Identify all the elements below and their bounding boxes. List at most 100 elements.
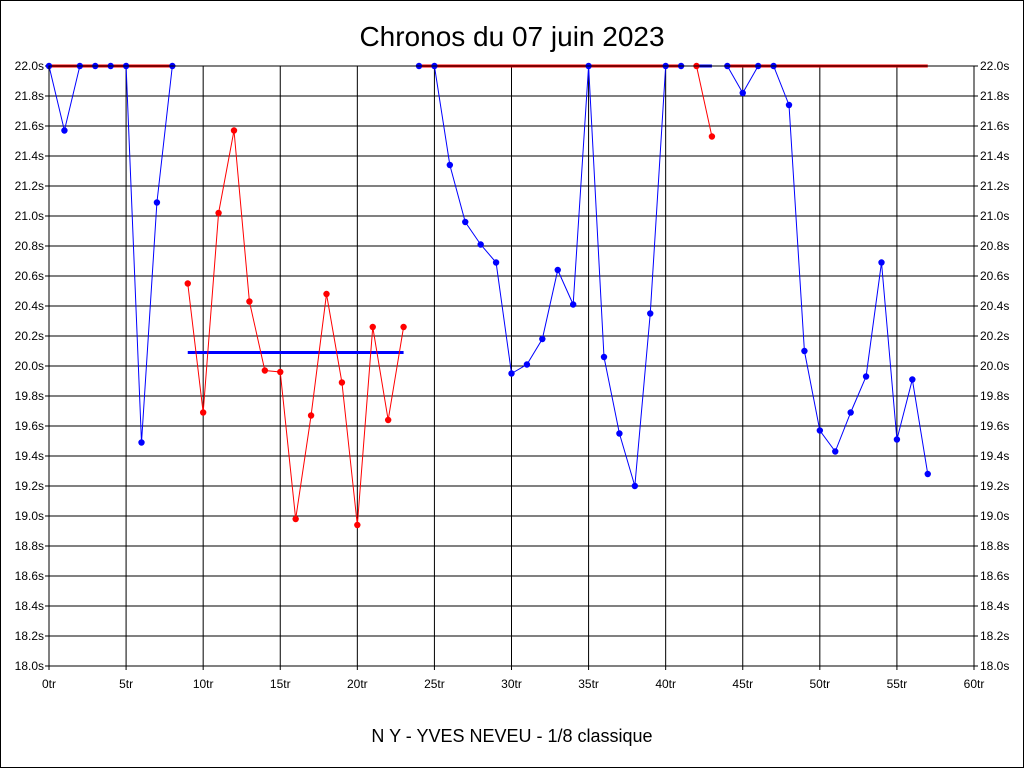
data-point xyxy=(708,133,716,140)
data-point xyxy=(569,301,577,308)
data-point xyxy=(277,368,284,376)
y-tick-label-right: 18.0s xyxy=(980,659,1009,673)
y-tick-label-right: 21.4s xyxy=(980,149,1009,163)
data-point xyxy=(354,521,361,529)
y-tick-label-right: 20.2s xyxy=(980,329,1009,343)
y-tick-label-left: 21.6s xyxy=(15,119,44,133)
y-tick-label-right: 21.6s xyxy=(980,119,1009,133)
y-tick-label-left: 18.6s xyxy=(15,569,44,583)
y-tick-label-right: 20.6s xyxy=(980,269,1009,283)
y-tick-label-right: 19.4s xyxy=(980,449,1009,463)
data-point xyxy=(924,470,931,478)
data-point xyxy=(631,482,639,490)
data-point xyxy=(816,427,824,434)
x-tick-label: 20tr xyxy=(347,677,368,691)
data-point xyxy=(508,370,515,377)
x-tick-label: 0tr xyxy=(42,677,56,691)
y-tick-label-left: 22.0s xyxy=(15,59,44,73)
y-tick-label-right: 19.2s xyxy=(980,479,1009,493)
data-point xyxy=(832,448,839,455)
data-point xyxy=(153,199,161,206)
series-line xyxy=(48,65,173,443)
y-tick-label-left: 19.2s xyxy=(15,479,44,493)
y-tick-label-left: 18.2s xyxy=(15,629,44,643)
y-tick-label-right: 21.0s xyxy=(980,209,1009,223)
y-tick-label-left: 20.0s xyxy=(15,359,44,373)
data-point xyxy=(199,409,207,416)
x-tick-label: 55tr xyxy=(887,677,908,691)
x-tick-label: 60tr xyxy=(964,677,985,691)
x-tick-label: 10tr xyxy=(193,677,214,691)
data-point xyxy=(492,259,500,266)
data-point xyxy=(138,439,145,446)
data-point xyxy=(878,259,885,266)
y-tick-label-left: 19.8s xyxy=(15,389,44,403)
chart-title: Chronos du 07 juin 2023 xyxy=(359,21,664,52)
data-point xyxy=(323,290,330,298)
x-tick-label: 50tr xyxy=(809,677,830,691)
y-tick-label-left: 21.4s xyxy=(15,149,44,163)
data-point xyxy=(785,101,793,109)
y-tick-label-right: 20.0s xyxy=(980,359,1009,373)
x-tick-label: 5tr xyxy=(119,677,133,691)
data-point xyxy=(739,89,746,97)
y-tick-label-left: 19.6s xyxy=(15,419,44,433)
x-tick-label: 30tr xyxy=(501,677,522,691)
data-point xyxy=(600,353,608,361)
data-point xyxy=(616,430,623,437)
y-tick-label-left: 21.2s xyxy=(15,179,44,193)
y-tick-label-left: 21.8s xyxy=(15,89,44,103)
y-tick-label-left: 18.0s xyxy=(15,659,44,673)
chart-subtitle: N Y - YVES NEVEU - 1/8 classique xyxy=(371,726,652,746)
data-point xyxy=(292,515,299,523)
data-point xyxy=(338,379,346,386)
y-tick-label-left: 20.6s xyxy=(15,269,44,283)
data-point xyxy=(801,347,808,355)
y-tick-label-right: 18.4s xyxy=(980,599,1009,613)
data-point xyxy=(847,409,854,416)
data-point xyxy=(307,412,315,419)
data-point xyxy=(893,436,901,443)
data-point xyxy=(61,127,68,134)
data-point xyxy=(462,218,469,226)
tick-labels: 18.0s 18.0s 18.2s 18.2s 18.4s 18.4s 18.6s 18.6s… xyxy=(15,59,1010,691)
data-point xyxy=(554,266,561,274)
data-point xyxy=(184,280,191,287)
y-tick-label-right: 21.2s xyxy=(980,179,1009,193)
y-tick-label-right: 21.8s xyxy=(980,89,1009,103)
data-point xyxy=(647,310,654,317)
x-tick-label: 15tr xyxy=(270,677,291,691)
y-tick-label-right: 19.0s xyxy=(980,509,1009,523)
data-point xyxy=(369,323,376,331)
series-line xyxy=(696,65,713,137)
data-point xyxy=(477,241,484,248)
data-point xyxy=(246,298,253,305)
y-tick-label-right: 20.8s xyxy=(980,239,1009,253)
data-point xyxy=(909,376,916,383)
x-tick-label: 45tr xyxy=(732,677,753,691)
data-point xyxy=(400,323,407,331)
series-line xyxy=(419,65,682,487)
x-tick-label: 35tr xyxy=(578,677,599,691)
data-point xyxy=(539,335,546,343)
data-point xyxy=(261,367,269,374)
y-tick-label-right: 18.2s xyxy=(980,629,1009,643)
plot-area-border xyxy=(48,65,975,667)
data-point xyxy=(215,209,222,217)
y-tick-label-right: 18.6s xyxy=(980,569,1009,583)
y-tick-label-left: 19.4s xyxy=(15,449,44,463)
y-tick-label-right: 20.4s xyxy=(980,299,1009,313)
grid-lines xyxy=(45,65,978,670)
data-point xyxy=(523,361,531,368)
series-line xyxy=(726,65,929,475)
data-series xyxy=(45,62,931,529)
y-tick-label-right: 18.8s xyxy=(980,539,1009,553)
y-tick-label-left: 20.4s xyxy=(15,299,44,313)
y-tick-label-right: 19.6s xyxy=(980,419,1009,433)
y-tick-label-right: 19.8s xyxy=(980,389,1009,403)
data-point xyxy=(862,373,870,380)
y-tick-label-left: 18.4s xyxy=(15,599,44,613)
data-point xyxy=(384,416,392,424)
data-point xyxy=(446,161,454,169)
